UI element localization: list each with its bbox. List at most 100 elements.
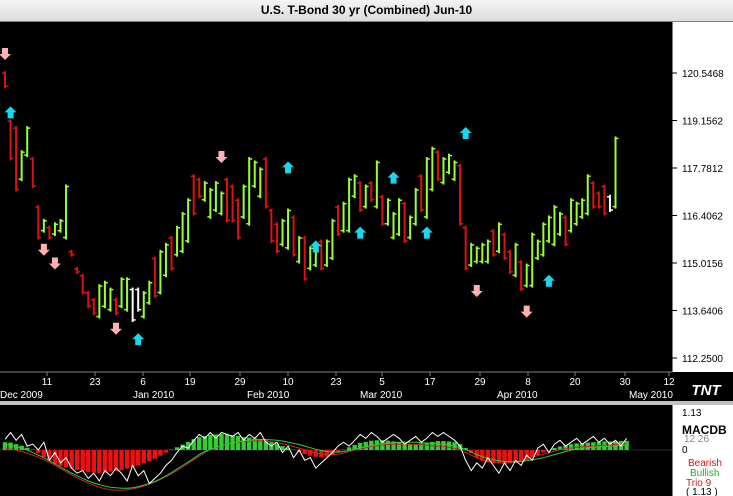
date-tick-label: 29 (234, 377, 246, 388)
macd-hist-bar (363, 441, 368, 450)
macd-hist-bar (407, 444, 413, 450)
macd-hist-bar (108, 450, 113, 472)
buy-arrow-icon (459, 127, 472, 140)
month-label: Apr 2010 (497, 390, 538, 401)
macd-hist-bar (80, 450, 85, 472)
month-label: Feb 2010 (247, 390, 290, 401)
macd-hist-bar (102, 450, 108, 473)
tnt-logo: TNT (676, 377, 733, 399)
macd-hist-bar (252, 438, 257, 450)
macd-hist-bar (374, 440, 380, 450)
macd-hist-bar (147, 450, 152, 462)
macd-hist-bar (180, 444, 185, 450)
macd-hist-bar (385, 440, 391, 450)
price-tick-label: 112.2500 (682, 354, 723, 365)
price-tick-label: 119.1562 (682, 117, 723, 128)
macd-hist-bar (469, 450, 474, 454)
buy-arrow-icon (542, 274, 555, 287)
macd-hist-bar (52, 450, 58, 465)
macd-hist-bar (197, 437, 202, 450)
buy-arrow-icon (309, 240, 322, 253)
macd-hist-bar (507, 450, 513, 464)
macd-hist-bar (8, 442, 13, 450)
macd-hist-bar (335, 450, 341, 453)
month-label: Dec 2009 (0, 390, 43, 401)
macd-hist-bar (491, 450, 496, 463)
macd-hist-bar (235, 435, 241, 450)
macd-hist-bar (274, 444, 280, 450)
macd-hist-bar (441, 441, 446, 450)
chart-canvas[interactable]: 120.5468 119.1562 117.7812 116.4062 115.0156… (0, 22, 733, 496)
macd-hist-bar (130, 450, 135, 468)
macd-hist-bar (136, 450, 141, 466)
macd-hist-bar (419, 443, 424, 450)
macd-hist-bar (574, 443, 579, 450)
macd-line (4, 431, 628, 485)
trio-line (4, 440, 627, 491)
macd-hist-bar (119, 450, 124, 471)
macd-hist-bar (530, 450, 535, 458)
date-tick-label: 29 (474, 377, 486, 388)
macd-hist-bar (302, 450, 307, 455)
macd-hist-bar (346, 447, 352, 450)
macd-hist-bar (2, 442, 8, 450)
date-tick-label: 20 (569, 377, 581, 388)
macd-hist-bar (496, 450, 502, 464)
chart-title: U.S. T-Bond 30 yr (Combined) Jun-10 (0, 0, 733, 22)
date-tick-label: 23 (89, 377, 101, 388)
macd-hist-bar (219, 434, 224, 450)
date-tick-label: 12 (663, 377, 675, 388)
macd-hist-bar (91, 450, 96, 473)
legend-bearish: Bearish (688, 458, 722, 469)
macd-hist-bar (413, 444, 418, 450)
sell-arrow-icon (48, 257, 61, 270)
sell-arrow-icon (470, 285, 483, 298)
macd-hist-bar (58, 450, 63, 466)
macd-hist-bar (541, 450, 546, 453)
macd-hist-bar (563, 445, 568, 450)
date-tick-label: 6 (140, 377, 146, 388)
date-tick-label: 5 (379, 377, 385, 388)
buy-arrow-icon (4, 106, 17, 119)
price-tick-label: 113.6406 (682, 307, 723, 318)
macd-hist-bar (13, 444, 19, 450)
ohlc-bars (2, 71, 619, 322)
legend-trio: Trio 9 (686, 478, 712, 489)
macd-hist-bar (141, 450, 146, 464)
macd-hist-bar (552, 448, 557, 450)
buy-arrow-icon (282, 161, 295, 174)
macd-hist-bar (263, 440, 269, 450)
price-tick-label: 120.5468 (682, 69, 724, 80)
macd-hist-bar (258, 439, 263, 450)
date-tick-label: 23 (330, 377, 342, 388)
price-axis-panel (672, 22, 733, 372)
macd-hist-bar (97, 450, 102, 474)
date-tick-label: 19 (184, 377, 196, 388)
macd-hist-bar (435, 441, 441, 450)
macd-hist-bar (463, 448, 468, 450)
macd-faded-value: 12 26 (684, 434, 709, 445)
macd-hist-bar (535, 450, 540, 456)
macd-hist-bar (513, 450, 518, 463)
buy-arrow-icon (387, 171, 400, 184)
macd-hist-bar (41, 450, 47, 458)
macd-hist-bar (69, 450, 74, 469)
macd-zero-label: 0 (682, 445, 688, 456)
sell-arrow-icon (215, 151, 228, 164)
sell-arrow-icon (520, 305, 533, 318)
macd-hist-bar (502, 450, 507, 464)
macd-hist-bar (485, 450, 491, 463)
macd-hist-bar (358, 442, 363, 450)
macd-hist-bar (518, 450, 524, 462)
buy-arrow-icon (420, 226, 433, 239)
macd-hist-bar (36, 450, 41, 454)
macd-lines (4, 431, 628, 491)
macd-hist-bar (474, 450, 479, 458)
macd-hist-bar (247, 437, 252, 450)
macd-hist-bar (213, 434, 219, 450)
macd-hist-bar (174, 447, 180, 450)
macd-hist-bar (557, 446, 563, 450)
macd-hist-bar (480, 450, 485, 461)
macd-hist-bar (113, 450, 119, 472)
panel-divider[interactable] (0, 401, 733, 405)
